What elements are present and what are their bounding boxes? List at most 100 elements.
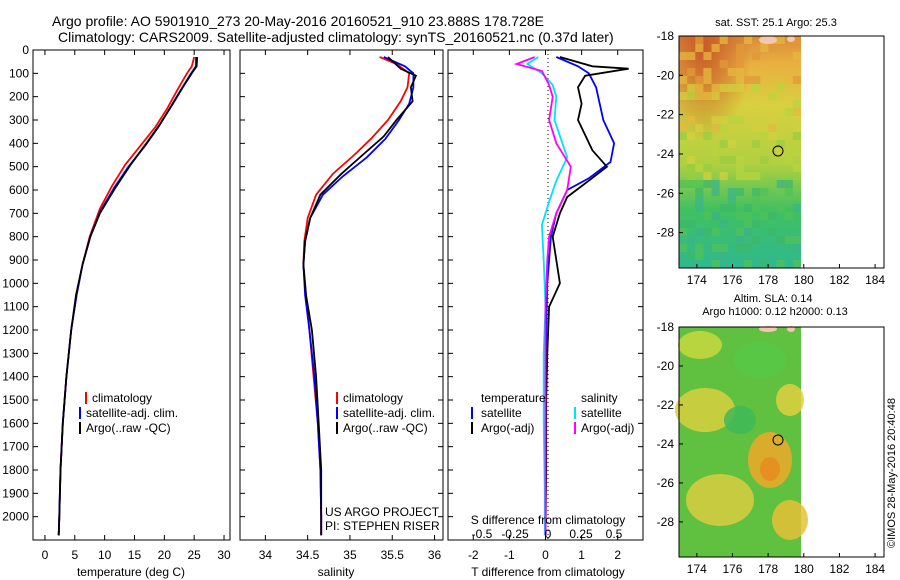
sst-cell xyxy=(703,132,712,140)
sst-cell xyxy=(679,180,688,188)
sst-cell xyxy=(792,52,801,60)
sst-cell xyxy=(752,84,761,92)
y-tick-label: 700 xyxy=(9,206,29,220)
sla-map-subtitle: Argo h1000: 0.12 h2000: 0.13 xyxy=(702,306,848,318)
sst-cell xyxy=(752,196,761,204)
map-x-tick-label: 180 xyxy=(794,273,814,287)
sst-cell xyxy=(752,188,761,196)
sst-cell xyxy=(792,236,801,244)
sst-cell xyxy=(768,212,777,220)
series-line-satellite xyxy=(544,56,616,536)
sst-cell xyxy=(735,172,745,180)
sst-cell xyxy=(792,124,801,132)
credit-pi: PI: STEPHEN RISER xyxy=(325,519,440,533)
sla-feature xyxy=(675,388,735,432)
sla-feature xyxy=(760,457,780,481)
x-tick-label: 0 xyxy=(542,548,549,562)
series-line-argo---raw--qc- xyxy=(302,56,418,536)
sla-map-panel: Altim. SLA: 0.14 Argo h1000: 0.12 h2000:… xyxy=(657,293,886,576)
sst-cell xyxy=(711,148,720,156)
sst-cell xyxy=(768,44,777,52)
legend-label-climatology: climatology xyxy=(343,391,403,405)
map-y-tick-label: -18 xyxy=(657,320,675,334)
y-tick-label: 2000 xyxy=(2,510,29,524)
sst-cell xyxy=(711,116,720,124)
map-y-tick-label: -22 xyxy=(657,398,675,412)
sst-cell xyxy=(695,252,704,260)
sst-cell xyxy=(752,76,761,84)
sst-cell xyxy=(711,212,720,220)
sst-cell xyxy=(752,140,761,148)
sst-cell xyxy=(727,140,736,148)
sst-cell xyxy=(687,68,696,76)
legend-header-salinity: salinity xyxy=(581,391,618,405)
sst-cell xyxy=(711,260,720,268)
salinity-plot-frame xyxy=(239,49,444,541)
sst-map-panel: sat. SST: 25.1 Argo: 25.3 174 176 178 180 18… xyxy=(657,17,886,287)
sst-cell xyxy=(695,76,704,84)
sst-cell xyxy=(687,220,696,228)
sst-cell xyxy=(711,124,720,132)
sst-cell xyxy=(760,260,769,268)
map-y-tick-label: -26 xyxy=(657,476,675,490)
sst-cell xyxy=(792,260,801,268)
y-tick-label: 1700 xyxy=(2,440,29,454)
sst-cell xyxy=(760,132,769,140)
sst-cell xyxy=(784,180,793,188)
s-tick-label: -0.25 xyxy=(501,527,529,541)
x-tick-label: 20 xyxy=(158,548,172,562)
sla-feature xyxy=(686,474,754,526)
s-tick-label: 0.25 xyxy=(569,527,593,541)
sst-cell xyxy=(784,108,793,116)
sst-cell xyxy=(735,60,745,68)
series-line-satellite-adj--clim- xyxy=(57,57,197,536)
y-tick-label: 300 xyxy=(9,113,29,127)
sst-cell xyxy=(735,244,745,252)
sst-cell xyxy=(760,124,769,132)
temperature-plot-frame xyxy=(32,49,231,541)
sla-feature xyxy=(772,500,808,540)
map-y-tick-label: -26 xyxy=(657,186,675,200)
map-x-tick-label: 176 xyxy=(722,273,742,287)
sst-cell xyxy=(703,68,712,76)
sst-cell xyxy=(776,148,785,156)
map-y-tick-label: -20 xyxy=(657,68,675,82)
sst-cell xyxy=(760,44,769,52)
sst-cell xyxy=(687,172,696,180)
sst-cell xyxy=(735,236,745,244)
legend-label-argo: Argo(..raw -QC) xyxy=(343,421,428,435)
sst-cell xyxy=(703,228,712,236)
credit-project: US ARGO PROJECT xyxy=(325,505,440,519)
sst-cell xyxy=(792,100,801,108)
figure-title-line-2: Climatology: CARS2009. Satellite-adjuste… xyxy=(58,29,614,45)
y-tick-label: 800 xyxy=(9,230,29,244)
salinity-panel: 34 34.5 35 35.5 36 salinity climatology sate… xyxy=(239,49,444,579)
sst-cell xyxy=(735,188,745,196)
sst-cell xyxy=(776,140,785,148)
y-tick-label: 1400 xyxy=(2,370,29,384)
temperature-ticks: 0 5 10 15 20 25 30 xyxy=(42,50,231,562)
x-tick-label: 15 xyxy=(128,548,142,562)
sst-cell xyxy=(695,228,704,236)
sst-cell xyxy=(744,76,753,84)
x-tick-label: 35 xyxy=(343,548,357,562)
sst-cell xyxy=(784,188,793,196)
sst-cell xyxy=(776,260,785,268)
sst-cell xyxy=(776,84,785,92)
series-line-satellite xyxy=(525,56,569,536)
sst-cell xyxy=(695,204,704,212)
sst-cell xyxy=(744,212,753,220)
legend-label-satellite: satellite-adj. clim. xyxy=(343,406,435,420)
sst-cell xyxy=(719,172,728,180)
series-line-argo---raw--qc- xyxy=(57,56,199,536)
series-line-argo--adj- xyxy=(513,56,572,536)
sst-cell xyxy=(727,156,736,164)
map-x-tick-label: 182 xyxy=(829,273,849,287)
sst-cell xyxy=(784,156,793,164)
x-tick-label: 34.5 xyxy=(296,548,320,562)
sst-cell xyxy=(679,76,688,84)
difference-ticks: -2 -1 0 1 2 xyxy=(468,50,621,562)
sst-cell xyxy=(776,236,785,244)
y-tick-label: 1500 xyxy=(2,393,29,407)
x-tick-label: 10 xyxy=(98,548,112,562)
